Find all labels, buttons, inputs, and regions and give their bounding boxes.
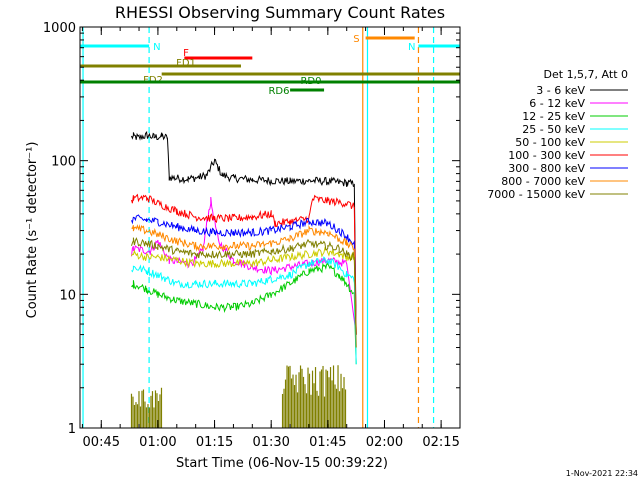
y-tick-label: 10 bbox=[59, 288, 76, 303]
series-line-5 bbox=[131, 193, 357, 335]
y-tick-label: 1000 bbox=[43, 21, 76, 36]
series-line-6 bbox=[131, 214, 357, 335]
series-line-4 bbox=[131, 246, 357, 335]
legend-title: Det 1,5,7, Att 0 bbox=[544, 68, 628, 81]
series-line-7 bbox=[131, 224, 357, 335]
segment-label-f: F bbox=[183, 48, 189, 59]
x-axis-label: Start Time (06-Nov-15 00:39:22) bbox=[176, 456, 388, 471]
y-tick-label: 1 bbox=[68, 422, 76, 437]
series-line-0 bbox=[131, 130, 357, 335]
y-axis-label: Count Rate (s⁻¹ detector⁻¹) bbox=[25, 142, 40, 319]
series-line-2 bbox=[131, 262, 357, 365]
legend-label: 800 - 7000 keV bbox=[501, 175, 585, 188]
segment-label-n: N bbox=[153, 42, 160, 53]
plot-area: NNFFD1FD2RD0RD6S bbox=[80, 27, 460, 428]
chart-title: RHESSI Observing Summary Count Rates bbox=[115, 3, 445, 22]
series-line-8 bbox=[131, 237, 357, 348]
axes-ticks: 1 10 100 1000 00:45 01:00 01:15 01:30 01:45 02:00… bbox=[43, 21, 461, 450]
x-tick-label: 00:45 bbox=[83, 435, 120, 450]
x-tick-label: 01:00 bbox=[139, 435, 176, 450]
legend-label: 6 - 12 keV bbox=[529, 97, 585, 110]
x-tick-label: 01:15 bbox=[196, 435, 233, 450]
segment-label-rd6: RD6 bbox=[268, 86, 289, 97]
segment-label-s: S bbox=[353, 34, 359, 45]
legend-label: 300 - 800 keV bbox=[508, 162, 585, 175]
timestamp: 1-Nov-2021 22:34 bbox=[566, 469, 638, 478]
legend-label: 25 - 50 keV bbox=[522, 123, 585, 136]
x-tick-label: 01:30 bbox=[252, 435, 289, 450]
legend-label: 3 - 6 keV bbox=[536, 84, 585, 97]
x-tick-label: 02:00 bbox=[366, 435, 403, 450]
x-tick-label: 01:45 bbox=[309, 435, 346, 450]
segment-label-fd1: FD1 bbox=[176, 58, 196, 69]
x-tick-label: 02:15 bbox=[422, 435, 459, 450]
legend-label: 12 - 25 keV bbox=[522, 110, 585, 123]
y-tick-label: 100 bbox=[51, 155, 76, 170]
segment-label-rd0: RD0 bbox=[300, 76, 321, 87]
series-line-3 bbox=[131, 256, 357, 365]
segment-label-n: N bbox=[408, 42, 415, 53]
legend-label: 7000 - 15000 keV bbox=[487, 188, 585, 201]
legend-label: 50 - 100 keV bbox=[515, 136, 585, 149]
legend-label: 100 - 300 keV bbox=[508, 149, 585, 162]
axes-frame bbox=[79, 26, 461, 429]
